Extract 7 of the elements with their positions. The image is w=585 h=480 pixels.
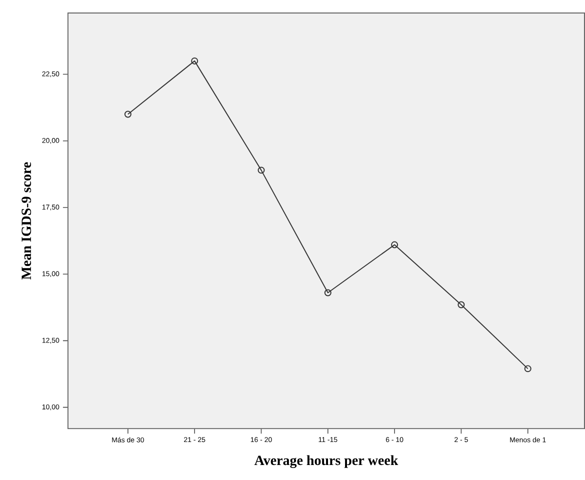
- point: [458, 301, 465, 308]
- point: [391, 242, 398, 248]
- point: [258, 166, 265, 174]
- point: [191, 58, 198, 65]
- x-axis-title: Average hours per week: [254, 455, 398, 468]
- point: [324, 289, 332, 296]
- y-axis-title: Mean IGDS-9 score: [22, 162, 32, 280]
